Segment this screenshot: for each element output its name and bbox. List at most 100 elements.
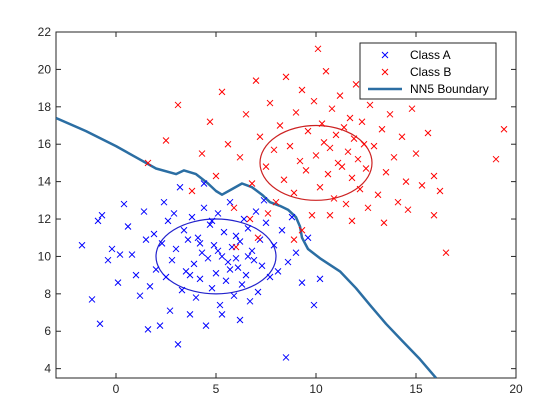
class-a-point bbox=[98, 211, 106, 219]
x-tick-label: 5 bbox=[213, 382, 220, 396]
class-b-point bbox=[348, 217, 356, 225]
class-b-point bbox=[290, 189, 298, 197]
x-marker-stroke-b bbox=[290, 236, 298, 243]
x-marker-stroke-b bbox=[266, 99, 274, 107]
class-a-point bbox=[146, 283, 154, 290]
class-a-point bbox=[218, 311, 226, 318]
class-b-point bbox=[430, 211, 438, 219]
class-ellipse bbox=[259, 124, 373, 201]
class-b-point bbox=[256, 133, 264, 141]
class-b-point bbox=[336, 92, 344, 99]
x-marker-stroke-b bbox=[204, 254, 212, 262]
class-b-point bbox=[354, 155, 362, 163]
x-marker-stroke-b bbox=[206, 118, 214, 126]
x-marker-stroke-b bbox=[270, 241, 278, 249]
class-b-point bbox=[370, 142, 378, 150]
class-a-point bbox=[176, 183, 184, 191]
class-b-point bbox=[230, 204, 238, 212]
class-b-point bbox=[252, 77, 260, 84]
class-a-point bbox=[310, 301, 318, 309]
class-b-point bbox=[188, 187, 196, 195]
class-b-point bbox=[364, 204, 372, 212]
x-marker-stroke-b bbox=[210, 241, 218, 249]
x-marker-stroke-b bbox=[224, 140, 232, 148]
class-a-point bbox=[262, 219, 270, 227]
y-tick-label: 4 bbox=[44, 362, 51, 376]
x-marker-stroke-b bbox=[220, 228, 228, 236]
x-marker-stroke-b bbox=[338, 163, 346, 171]
x-marker-stroke-b bbox=[358, 118, 366, 126]
legend-label: NN5 Boundary bbox=[410, 82, 489, 96]
x-marker-stroke-b bbox=[360, 140, 368, 148]
x-marker-stroke-b bbox=[224, 258, 232, 266]
x-marker-stroke-b bbox=[304, 234, 312, 242]
class-b-point bbox=[328, 105, 336, 113]
class-a-point bbox=[212, 269, 220, 277]
x-tick-label: 20 bbox=[509, 382, 523, 396]
class-b-point bbox=[412, 150, 420, 157]
x-marker-stroke-b bbox=[248, 180, 256, 187]
class-b-point bbox=[264, 210, 272, 217]
class-b-point bbox=[352, 81, 360, 88]
class-a-point bbox=[230, 292, 238, 300]
x-marker-stroke-b bbox=[188, 213, 196, 221]
class-a-point bbox=[234, 264, 242, 272]
x-marker-stroke-b bbox=[350, 135, 358, 142]
x-marker-stroke-b bbox=[158, 239, 166, 247]
class-a-point bbox=[186, 271, 194, 279]
x-marker-stroke-b bbox=[298, 86, 306, 94]
x-marker-stroke-b bbox=[322, 67, 330, 75]
class-a-point bbox=[274, 268, 282, 275]
x-marker-stroke-b bbox=[202, 322, 210, 329]
class-b-point bbox=[162, 137, 170, 144]
x-marker-stroke-b bbox=[492, 155, 500, 163]
x-marker-stroke-b bbox=[326, 144, 334, 152]
x-marker-stroke-b bbox=[180, 226, 188, 234]
class-a-point bbox=[194, 234, 202, 242]
x-marker-stroke-b bbox=[386, 110, 394, 118]
x-marker-stroke-b bbox=[270, 146, 278, 154]
class-b-point bbox=[310, 97, 318, 105]
x-marker-stroke-b bbox=[402, 178, 410, 185]
class-b-point bbox=[262, 163, 270, 171]
class-a-point bbox=[174, 340, 182, 348]
class-b-point bbox=[280, 176, 288, 184]
x-marker-stroke-b bbox=[366, 101, 374, 109]
x-marker-stroke-b bbox=[382, 168, 390, 176]
class-b-point bbox=[408, 105, 416, 113]
x-marker-stroke-b bbox=[216, 301, 224, 309]
class-a-point bbox=[196, 239, 204, 247]
x-marker-stroke-b bbox=[234, 264, 242, 272]
legend: Class A Class B NN5 Boundary bbox=[359, 42, 497, 100]
x-marker-stroke-b bbox=[290, 189, 298, 197]
x-marker-stroke-b bbox=[136, 292, 144, 300]
x-marker-stroke-b bbox=[334, 159, 342, 167]
class-a-point bbox=[124, 223, 132, 230]
x-marker-stroke-b bbox=[412, 150, 420, 157]
x-marker-stroke-b bbox=[236, 238, 244, 245]
class-b-point bbox=[418, 182, 426, 189]
class-b-point bbox=[206, 118, 214, 126]
class-a-point bbox=[96, 320, 104, 328]
class-b-point bbox=[218, 88, 226, 96]
x-marker-stroke-b bbox=[346, 114, 354, 122]
x-marker-stroke-b bbox=[232, 254, 240, 262]
class-a-point bbox=[156, 322, 164, 329]
x-marker-stroke-b bbox=[318, 120, 326, 127]
class-a-point bbox=[108, 245, 116, 253]
x-marker-stroke-b bbox=[340, 124, 348, 131]
class-a-point bbox=[158, 239, 166, 247]
class-a-point bbox=[218, 253, 226, 260]
legend-marker bbox=[381, 51, 389, 59]
x-marker-stroke-b bbox=[198, 249, 206, 257]
class-a-point bbox=[170, 210, 178, 217]
class-b-point bbox=[378, 125, 386, 133]
x-marker-stroke-b bbox=[116, 251, 124, 258]
class-a-point bbox=[232, 232, 240, 240]
class-a-point bbox=[150, 230, 158, 238]
x-marker-stroke-b bbox=[336, 92, 344, 99]
x-marker-stroke-b bbox=[186, 311, 194, 318]
class-a-point bbox=[244, 225, 252, 232]
class-b-point bbox=[424, 129, 432, 137]
class-a-point bbox=[222, 277, 230, 285]
